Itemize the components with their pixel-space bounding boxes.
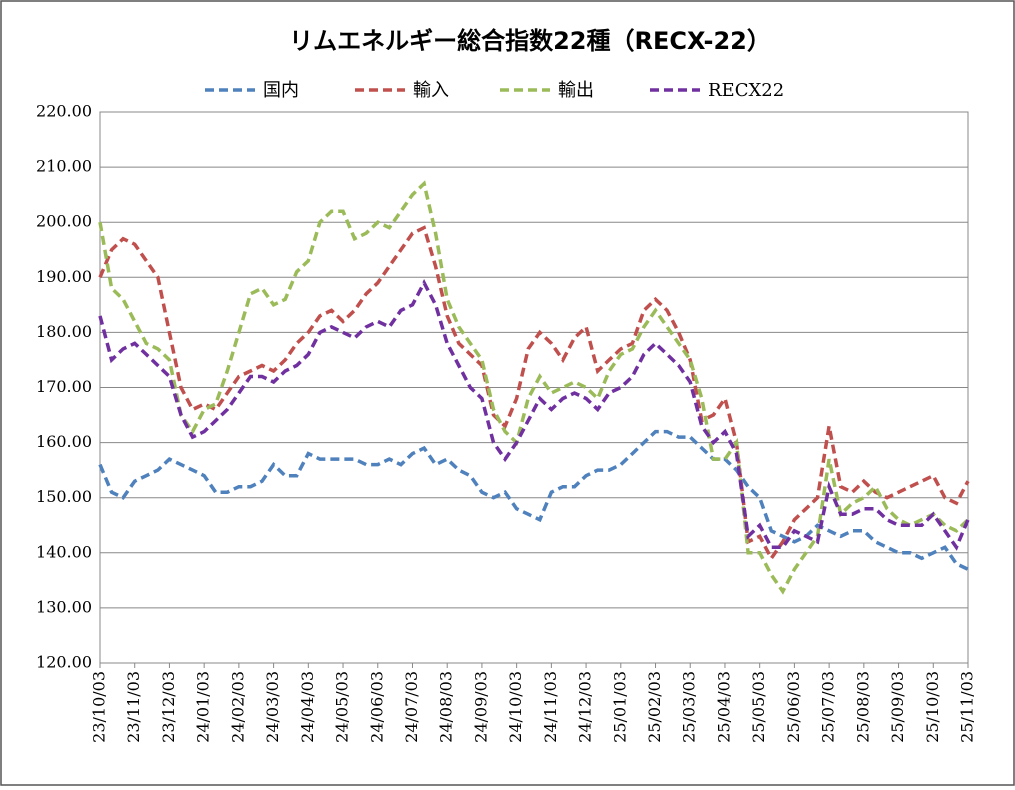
line-series xyxy=(98,180,970,595)
x-tick-label: 24/06/03 xyxy=(367,671,386,743)
y-tick-label: 130.00 xyxy=(36,597,92,616)
y-tick-label: 170.00 xyxy=(36,377,92,396)
x-tick-label: 23/12/03 xyxy=(159,671,178,743)
x-tick-label: 25/09/03 xyxy=(888,671,907,743)
x-tick-label: 24/12/03 xyxy=(576,671,595,743)
x-tick-label: 25/02/03 xyxy=(645,671,664,743)
legend-label: 輸入 xyxy=(413,80,449,101)
x-tick-label: 24/02/03 xyxy=(228,671,247,743)
x-tick-label: 25/05/03 xyxy=(749,671,768,743)
x-tick-label: 25/08/03 xyxy=(853,671,872,743)
chart-title: リムエネルギー総合指数22種（RECX-22） xyxy=(289,27,771,55)
line-series xyxy=(98,225,970,562)
legend-label: 国内 xyxy=(263,80,299,101)
x-tick-label: 24/11/03 xyxy=(541,671,560,743)
x-tick-label: 25/11/03 xyxy=(958,671,977,743)
y-tick-label: 120.00 xyxy=(36,653,92,672)
x-tick-label: 25/06/03 xyxy=(784,671,803,743)
x-tick-label: 24/07/03 xyxy=(402,671,421,743)
x-tick-label: 25/10/03 xyxy=(923,671,942,743)
y-tick-label: 140.00 xyxy=(36,542,92,561)
plot-border xyxy=(99,111,969,664)
y-tick-label: 210.00 xyxy=(36,157,92,176)
legend-label: RECX22 xyxy=(708,80,784,101)
x-tick-label: 24/08/03 xyxy=(437,671,456,743)
x-tick-label: 24/05/03 xyxy=(333,671,352,743)
x-tick-label: 24/01/03 xyxy=(194,671,213,743)
line-series xyxy=(98,279,970,551)
y-tick-label: 160.00 xyxy=(36,432,92,451)
legend: 国内 輸入 輸出 RECX22 xyxy=(205,80,784,101)
x-tick-label: 24/04/03 xyxy=(298,671,317,743)
y-tick-label: 150.00 xyxy=(36,487,92,506)
x-tick-label: 23/10/03 xyxy=(90,671,109,743)
x-tick-label: 24/10/03 xyxy=(506,671,525,743)
y-tick-label: 220.00 xyxy=(36,102,92,121)
x-tick-label: 23/11/03 xyxy=(124,671,143,743)
y-tick-label: 190.00 xyxy=(36,267,92,286)
x-tick-label: 25/01/03 xyxy=(610,671,629,743)
x-tick-label: 24/09/03 xyxy=(471,671,490,743)
x-tick-label: 24/03/03 xyxy=(263,671,282,743)
legend-label: 輸出 xyxy=(558,80,594,101)
x-tick-label: 25/07/03 xyxy=(819,671,838,743)
y-tick-label: 180.00 xyxy=(36,322,92,341)
y-tick-label: 200.00 xyxy=(36,212,92,231)
x-tick-label: 25/03/03 xyxy=(680,671,699,743)
x-tick-label: 25/04/03 xyxy=(714,671,733,743)
